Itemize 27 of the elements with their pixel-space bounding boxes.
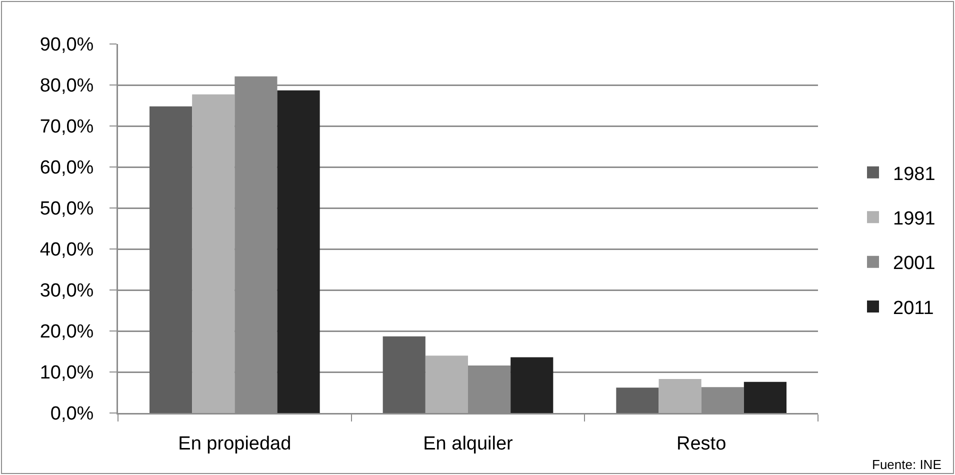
bar — [150, 106, 192, 413]
bar — [744, 382, 786, 413]
legend-label: 1991 — [893, 208, 936, 230]
legend-label: 2011 — [893, 298, 934, 319]
legend-label: 2001 — [893, 253, 936, 274]
y-tick-label: 90,0% — [40, 34, 94, 56]
y-tick-label: 80,0% — [40, 76, 94, 97]
y-tick-label: 40,0% — [40, 240, 94, 261]
legend-label: 1981 — [893, 164, 936, 185]
y-tick-label: 70,0% — [40, 116, 94, 138]
source-note: Fuente: INE — [872, 457, 942, 472]
bar — [510, 357, 554, 413]
bar — [192, 94, 235, 413]
y-tick-label: 0,0% — [50, 404, 94, 425]
y-tick-label: 30,0% — [40, 280, 94, 302]
bar — [616, 388, 659, 413]
x-tick-label: En alquiler — [423, 433, 514, 454]
bar — [658, 378, 702, 413]
bar — [425, 356, 468, 413]
y-tick-label: 20,0% — [40, 322, 94, 343]
bar — [382, 336, 426, 413]
x-tick-label: Resto — [676, 433, 726, 454]
y-tick-label: 10,0% — [40, 362, 94, 384]
y-tick-label: 60,0% — [40, 158, 94, 179]
bar — [277, 90, 320, 413]
x-tick-label: En propiedad — [178, 433, 292, 454]
y-tick-label: 50,0% — [40, 198, 94, 220]
